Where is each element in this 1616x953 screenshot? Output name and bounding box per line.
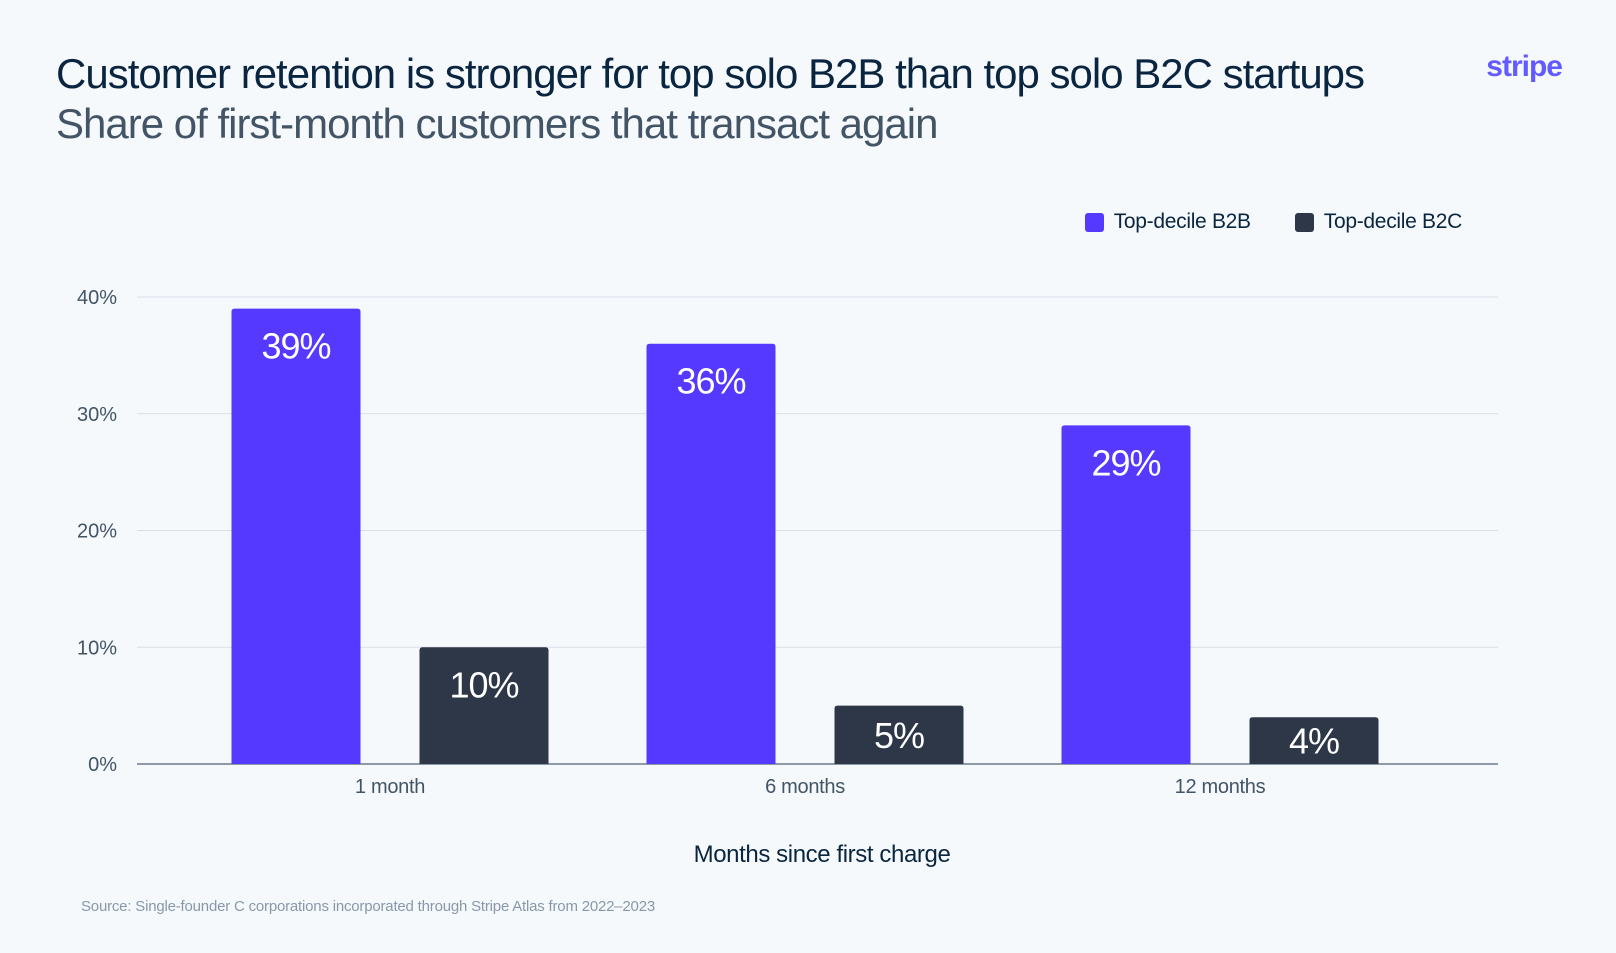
legend-swatch-b2c bbox=[1294, 212, 1314, 232]
chart-subtitle: Share of first-month customers that tran… bbox=[56, 100, 938, 147]
x-tick-label: 6 months bbox=[765, 776, 845, 798]
legend-label-b2b: Top-decile B2B bbox=[1113, 210, 1251, 233]
y-tick-label: 10% bbox=[77, 637, 117, 659]
bar-b2b bbox=[1061, 425, 1191, 764]
x-axis-label: Months since first charge bbox=[694, 841, 951, 868]
legend-swatch-b2b bbox=[1084, 212, 1104, 232]
source-note: Source: Single-founder C corporations in… bbox=[81, 898, 655, 915]
bar-data-label: 4% bbox=[1289, 721, 1339, 762]
stripe-logo: stripe bbox=[1486, 50, 1563, 83]
y-tick-label: 30% bbox=[77, 404, 117, 426]
bar-data-label: 10% bbox=[449, 664, 518, 705]
y-tick-label: 40% bbox=[77, 287, 117, 309]
bar-data-label: 5% bbox=[874, 715, 924, 756]
bar-data-label: 29% bbox=[1091, 442, 1160, 483]
chart-legend: Top-decile B2B Top-decile B2C bbox=[1084, 210, 1463, 234]
chart-title: Customer retention is stronger for top s… bbox=[56, 50, 1365, 97]
legend-item-b2c: Top-decile B2C bbox=[1294, 210, 1463, 234]
bar-b2b bbox=[646, 343, 776, 764]
bar-data-label: 39% bbox=[261, 326, 330, 367]
bar-b2c bbox=[419, 647, 549, 764]
bar-data-label: 36% bbox=[676, 361, 745, 402]
bar-b2c bbox=[834, 705, 964, 764]
legend-item-b2b: Top-decile B2B bbox=[1084, 210, 1251, 234]
x-tick-label: 12 months bbox=[1175, 776, 1266, 798]
y-tick-label: 20% bbox=[77, 521, 117, 543]
legend-label-b2c: Top-decile B2C bbox=[1323, 210, 1463, 233]
y-tick-label: 0% bbox=[88, 754, 117, 776]
bar-b2b bbox=[231, 308, 361, 764]
x-tick-label: 1 month bbox=[355, 776, 425, 798]
bar-b2c bbox=[1249, 717, 1379, 764]
